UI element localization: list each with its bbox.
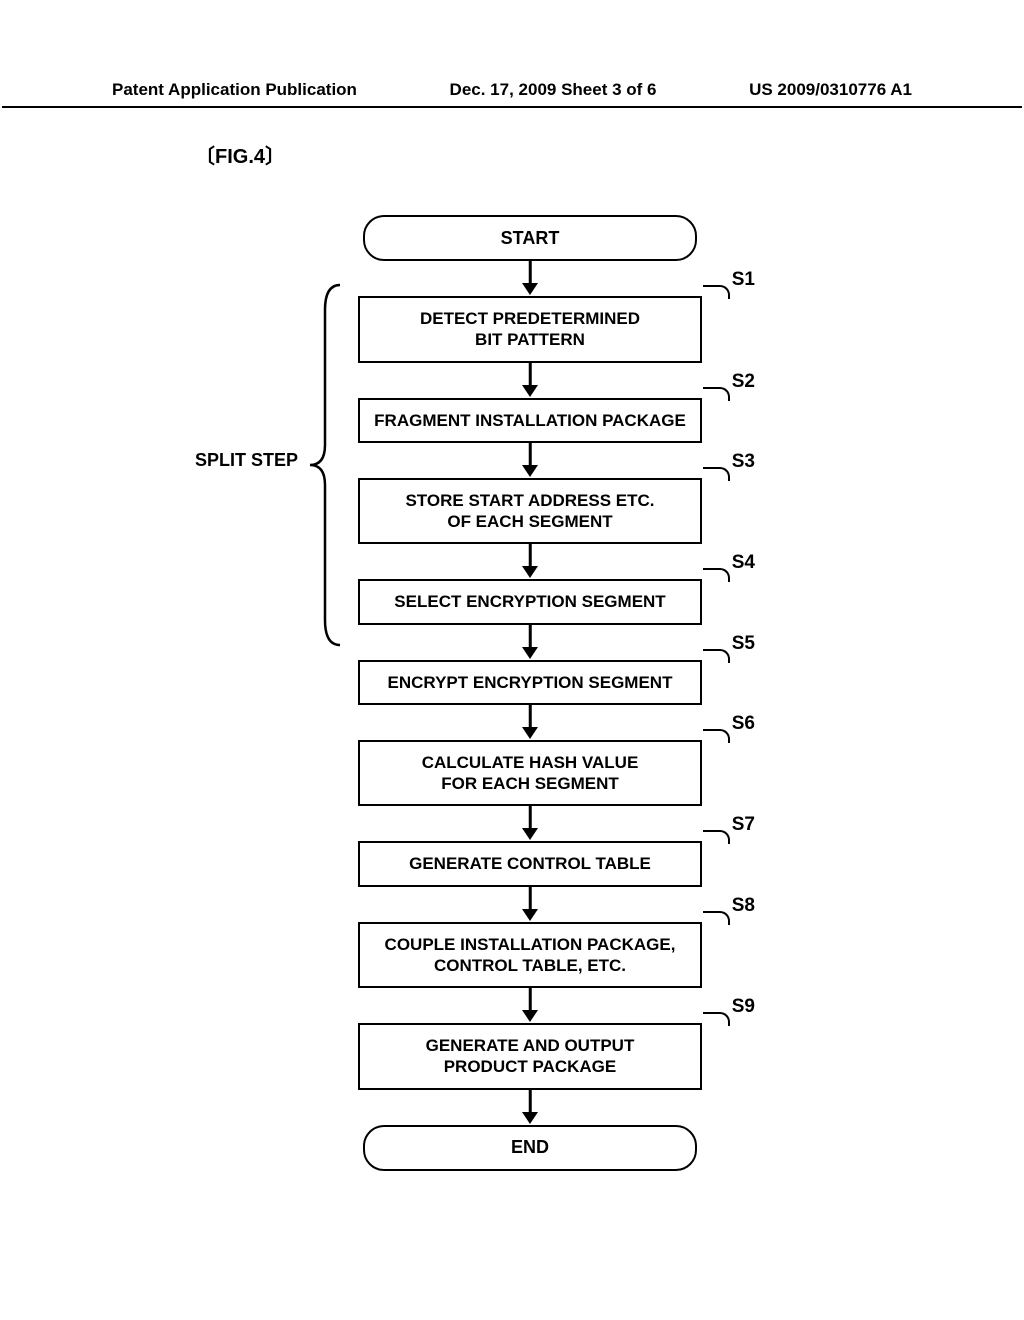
- step-id-s1: S1: [732, 269, 755, 291]
- arrow-s9: S9: [350, 988, 710, 1023]
- process-text-s1: DETECT PREDETERMINED BIT PATTERN: [420, 308, 640, 351]
- process-s3: STORE START ADDRESS ETC. OF EACH SEGMENT: [358, 478, 702, 545]
- arrow-s1: S1: [350, 261, 710, 296]
- end-terminator: END: [363, 1125, 697, 1171]
- arrow-s2: S2: [350, 363, 710, 398]
- arrow-s7: S7: [350, 806, 710, 841]
- lead-line-icon: [703, 467, 730, 481]
- lead-line-icon: [703, 649, 730, 663]
- lead-line-icon: [703, 729, 730, 743]
- arrow-head-icon: [522, 727, 538, 739]
- process-s6: CALCULATE HASH VALUE FOR EACH SEGMENT: [358, 740, 702, 807]
- lead-line-icon: [703, 285, 730, 299]
- arrow-end: [350, 1090, 710, 1125]
- arrow-s3: S3: [350, 443, 710, 478]
- lead-line-icon: [703, 1012, 730, 1026]
- end-label: END: [511, 1137, 549, 1158]
- process-text-s5: ENCRYPT ENCRYPTION SEGMENT: [388, 672, 673, 693]
- lead-line-icon: [703, 830, 730, 844]
- process-text-s3: STORE START ADDRESS ETC. OF EACH SEGMENT: [405, 490, 654, 533]
- step-id-s3: S3: [732, 451, 755, 473]
- step-id-s6: S6: [732, 713, 755, 735]
- arrow-head-icon: [522, 283, 538, 295]
- step-id-s8: S8: [732, 895, 755, 917]
- process-text-s2: FRAGMENT INSTALLATION PACKAGE: [374, 410, 686, 431]
- lead-line-icon: [703, 387, 730, 401]
- process-s8: COUPLE INSTALLATION PACKAGE, CONTROL TAB…: [358, 922, 702, 989]
- split-step-label: SPLIT STEP: [195, 450, 298, 471]
- arrow-head-icon: [522, 909, 538, 921]
- split-step-brace: [305, 280, 345, 650]
- figure-label: 〔FIG.4〕: [195, 140, 285, 169]
- arrow-head-icon: [522, 647, 538, 659]
- arrow-head-icon: [522, 385, 538, 397]
- header-right: US 2009/0310776 A1: [749, 80, 912, 100]
- arrow-head-icon: [522, 465, 538, 477]
- arrow-head-icon: [522, 828, 538, 840]
- brace-icon: [305, 280, 345, 650]
- step-id-s5: S5: [732, 633, 755, 655]
- process-s7: GENERATE CONTROL TABLE: [358, 841, 702, 886]
- page: Patent Application Publication Dec. 17, …: [0, 0, 1024, 1320]
- process-s5: ENCRYPT ENCRYPTION SEGMENT: [358, 660, 702, 705]
- page-header: Patent Application Publication Dec. 17, …: [2, 80, 1022, 108]
- step-id-s9: S9: [732, 996, 755, 1018]
- flowchart: START S1 DETECT PREDETERMINED BIT PATTER…: [350, 215, 710, 1171]
- process-text-s7: GENERATE CONTROL TABLE: [409, 853, 651, 874]
- process-s4: SELECT ENCRYPTION SEGMENT: [358, 579, 702, 624]
- arrow-s8: S8: [350, 887, 710, 922]
- process-text-s9: GENERATE AND OUTPUT PRODUCT PACKAGE: [426, 1035, 635, 1078]
- arrow-head-icon: [522, 566, 538, 578]
- start-terminator: START: [363, 215, 697, 261]
- step-id-s4: S4: [732, 552, 755, 574]
- step-id-s2: S2: [732, 371, 755, 393]
- process-s1: DETECT PREDETERMINED BIT PATTERN: [358, 296, 702, 363]
- process-text-s8: COUPLE INSTALLATION PACKAGE, CONTROL TAB…: [385, 934, 676, 977]
- arrow-s4: S4: [350, 544, 710, 579]
- arrow-s6: S6: [350, 705, 710, 740]
- lead-line-icon: [703, 568, 730, 582]
- process-s9: GENERATE AND OUTPUT PRODUCT PACKAGE: [358, 1023, 702, 1090]
- arrow-head-icon: [522, 1112, 538, 1124]
- header-left: Patent Application Publication: [112, 80, 357, 100]
- header-center: Dec. 17, 2009 Sheet 3 of 6: [450, 80, 657, 100]
- process-s2: FRAGMENT INSTALLATION PACKAGE: [358, 398, 702, 443]
- process-text-s4: SELECT ENCRYPTION SEGMENT: [394, 591, 665, 612]
- step-id-s7: S7: [732, 814, 755, 836]
- lead-line-icon: [703, 911, 730, 925]
- arrow-head-icon: [522, 1010, 538, 1022]
- arrow-s5: S5: [350, 625, 710, 660]
- process-text-s6: CALCULATE HASH VALUE FOR EACH SEGMENT: [422, 752, 639, 795]
- start-label: START: [501, 228, 560, 249]
